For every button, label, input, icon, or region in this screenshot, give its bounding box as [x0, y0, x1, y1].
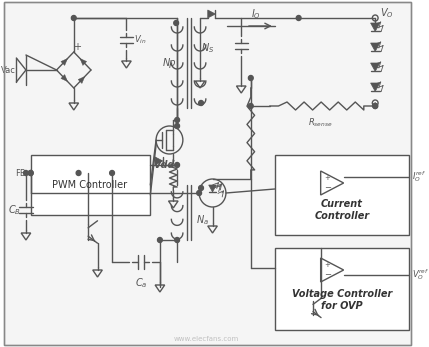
Text: www.elecfans.com: www.elecfans.com: [174, 336, 239, 342]
Text: −: −: [324, 270, 331, 279]
Circle shape: [71, 16, 76, 20]
Circle shape: [175, 124, 179, 128]
Text: +: +: [73, 42, 81, 52]
Bar: [275, 248, 409, 330]
Text: −: −: [324, 183, 331, 192]
Polygon shape: [78, 77, 85, 84]
Circle shape: [248, 103, 253, 109]
Text: $V_O$: $V_O$: [380, 6, 394, 20]
Circle shape: [199, 101, 203, 105]
Text: $I_O^{ref}$: $I_O^{ref}$: [411, 170, 426, 185]
Text: Current
Controller: Current Controller: [314, 199, 369, 221]
Polygon shape: [371, 23, 380, 31]
Text: $C_B$: $C_B$: [8, 203, 21, 217]
Text: +: +: [325, 175, 330, 181]
Circle shape: [197, 191, 202, 195]
Circle shape: [174, 20, 178, 25]
Text: Voltage Controller
for OVP: Voltage Controller for OVP: [292, 289, 392, 311]
Text: $R_{sense}$: $R_{sense}$: [308, 116, 333, 128]
Text: Vac: Vac: [1, 66, 16, 75]
Circle shape: [373, 103, 378, 109]
Text: Np: Np: [163, 58, 176, 68]
Circle shape: [175, 162, 179, 168]
Circle shape: [248, 76, 253, 81]
Text: $C_a$: $C_a$: [135, 276, 147, 290]
Polygon shape: [208, 10, 215, 18]
Circle shape: [175, 237, 179, 243]
Text: Vdd: Vdd: [153, 160, 175, 170]
Text: $I_O$: $I_O$: [251, 7, 260, 21]
Polygon shape: [155, 157, 163, 165]
Text: $N_a$: $N_a$: [196, 213, 209, 227]
Circle shape: [28, 170, 33, 176]
Circle shape: [76, 170, 81, 176]
Circle shape: [296, 16, 301, 20]
Polygon shape: [61, 75, 67, 82]
Circle shape: [28, 170, 33, 176]
Circle shape: [157, 237, 162, 243]
Polygon shape: [61, 59, 67, 66]
Polygon shape: [208, 185, 216, 192]
Circle shape: [24, 170, 28, 176]
Text: $V_O^{ref}$: $V_O^{ref}$: [411, 268, 429, 282]
Circle shape: [373, 103, 378, 109]
Text: FB: FB: [15, 169, 26, 178]
Polygon shape: [371, 83, 380, 91]
Bar: [31, 155, 150, 215]
Polygon shape: [80, 59, 87, 66]
Text: +: +: [325, 262, 330, 268]
Bar: [275, 155, 409, 235]
Text: $V_{in}$: $V_{in}$: [134, 34, 147, 46]
Polygon shape: [371, 63, 380, 71]
Circle shape: [199, 186, 203, 191]
Text: PWM Controller: PWM Controller: [52, 180, 127, 190]
Circle shape: [110, 170, 115, 176]
Text: $N_S$: $N_S$: [201, 41, 214, 55]
Polygon shape: [371, 43, 380, 51]
Circle shape: [175, 118, 179, 122]
